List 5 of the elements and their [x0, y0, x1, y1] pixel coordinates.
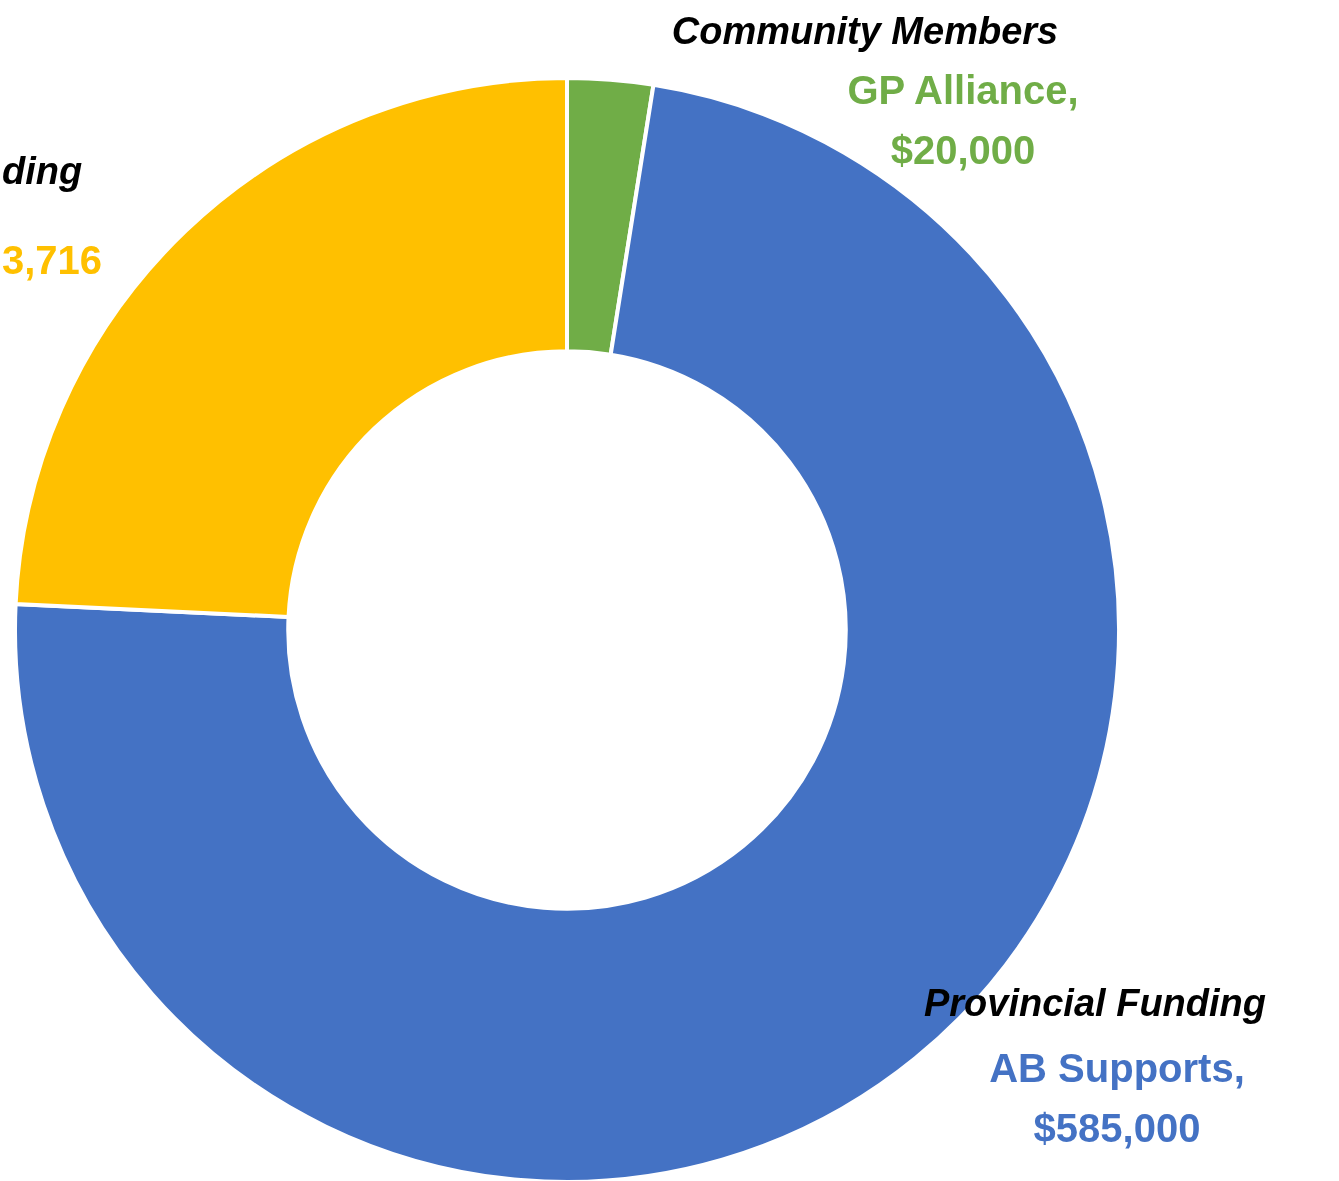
- slice-label: ding: [2, 150, 83, 192]
- data-label: AB Supports, $585,000: [989, 1046, 1245, 1150]
- data-label: GP Alliance, $20,000: [847, 68, 1079, 172]
- text: 3,716: [2, 238, 103, 282]
- slice-label: Community Members: [671, 10, 1059, 52]
